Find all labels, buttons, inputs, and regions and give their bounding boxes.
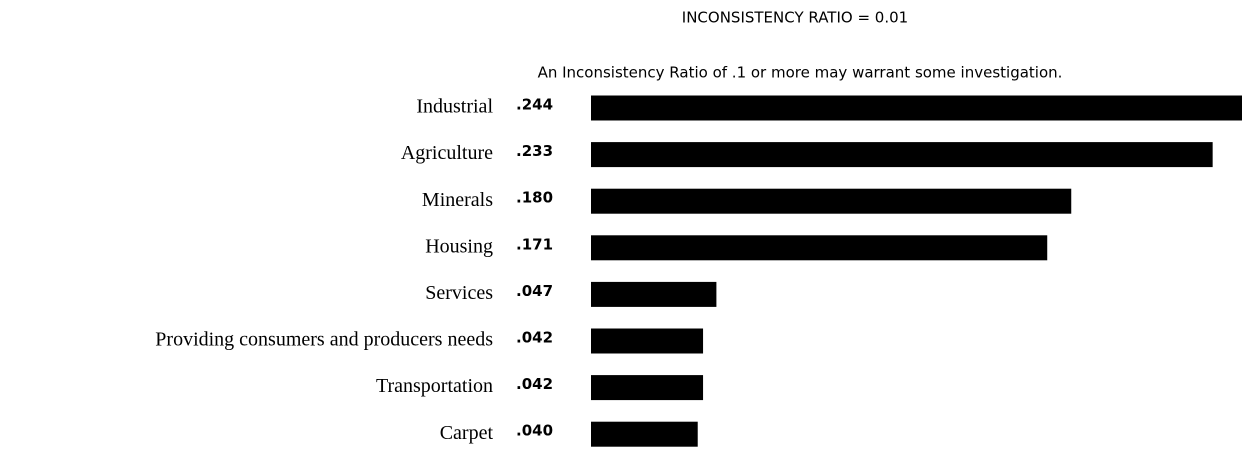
bar — [591, 328, 704, 354]
bar — [591, 188, 1072, 214]
bar — [591, 142, 1213, 168]
chart-subtitle: An Inconsistency Ratio of .1 or more may… — [538, 64, 1063, 82]
value-label: .042 — [516, 329, 553, 347]
value-label: .233 — [516, 142, 553, 160]
category-label: Housing — [425, 235, 493, 257]
value-label: .042 — [516, 375, 553, 393]
value-label: .040 — [516, 422, 553, 440]
chart-title: INCONSISTENCY RATIO = 0.01 — [682, 9, 908, 27]
bar — [591, 281, 717, 307]
bar — [591, 95, 1242, 121]
value-label: .244 — [516, 96, 553, 114]
category-label: Providing consumers and producers needs — [155, 329, 493, 351]
category-label: Services — [425, 282, 493, 304]
value-label: .171 — [516, 235, 553, 253]
category-label: Agriculture — [401, 142, 493, 164]
value-label: .047 — [516, 282, 553, 300]
value-label: .180 — [516, 189, 553, 207]
bar — [591, 421, 698, 447]
category-label: Carpet — [440, 422, 494, 444]
category-label: Transportation — [376, 375, 493, 397]
category-label: Minerals — [422, 189, 493, 211]
category-label: Industrial — [416, 96, 493, 118]
bar — [591, 235, 1048, 261]
bar — [591, 375, 704, 401]
